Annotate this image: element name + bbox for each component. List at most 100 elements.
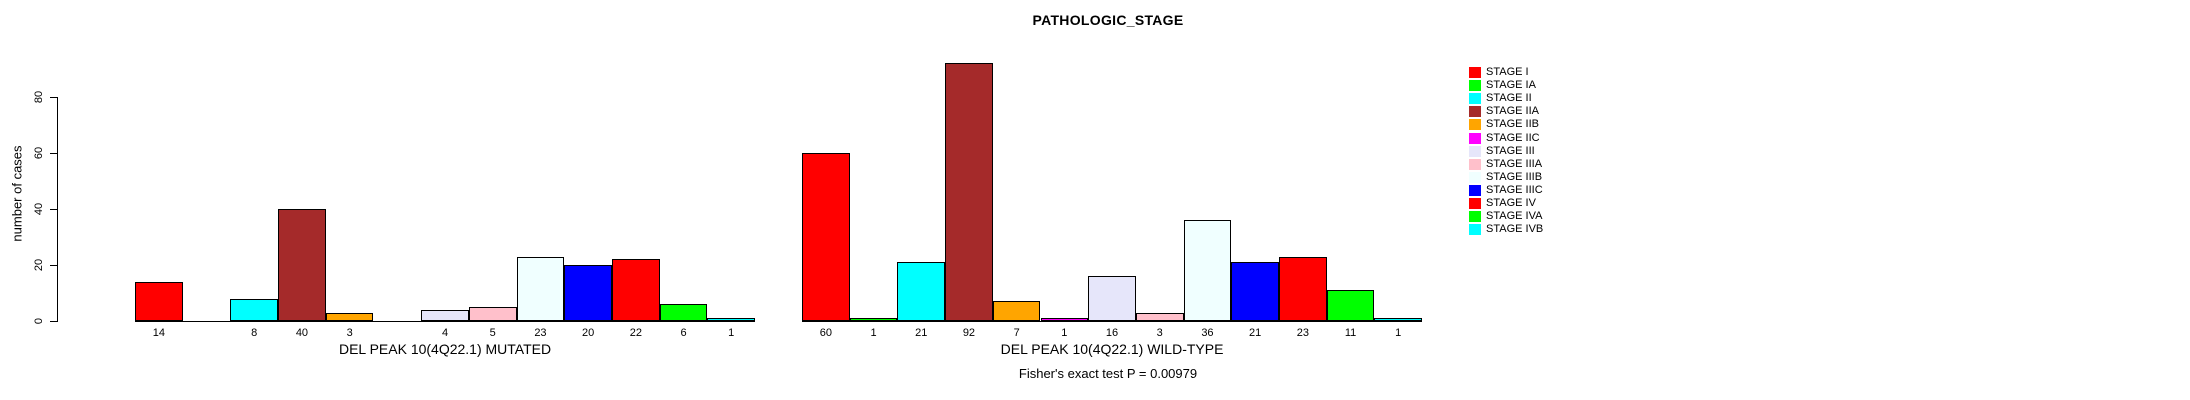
legend-label: STAGE IIIB <box>1486 170 1543 183</box>
legend-item: STAGE III <box>1469 145 1543 158</box>
legend-label: STAGE IIB <box>1486 118 1539 131</box>
bar <box>802 153 850 321</box>
bar-count-label: 21 <box>1249 327 1262 339</box>
legend-item: STAGE I <box>1469 66 1543 79</box>
bar-count-label: 3 <box>346 327 353 339</box>
legend-swatch-icon <box>1469 106 1481 118</box>
bar <box>516 257 565 321</box>
x-axis-baseline <box>135 321 756 322</box>
bar-count-label: 4 <box>441 327 449 339</box>
legend-label: STAGE II <box>1486 92 1532 105</box>
bar-count-label: 6 <box>680 327 687 339</box>
bar-count-label: 36 <box>1201 327 1214 339</box>
legend-swatch-icon <box>1469 184 1481 196</box>
legend-label: STAGE IVA <box>1486 210 1543 223</box>
legend-label: STAGE IIA <box>1486 105 1539 118</box>
bar <box>992 301 1041 321</box>
bar-count-label: 22 <box>629 327 642 339</box>
bar <box>468 307 517 321</box>
bar <box>1279 257 1327 321</box>
legend-swatch-icon <box>1469 158 1481 170</box>
legend-item: STAGE IIB <box>1469 118 1543 131</box>
legend-item: STAGE IV <box>1469 197 1543 210</box>
bar <box>135 282 183 321</box>
y-tick <box>50 209 57 210</box>
legend-swatch-icon <box>1469 224 1481 236</box>
y-tick-label: 20 <box>33 258 45 272</box>
x-axis-group-label: DEL PEAK 10(4Q22.1) WILD-TYPE <box>1000 341 1224 357</box>
legend-item: STAGE IIIA <box>1469 158 1543 171</box>
bar-count-label: 5 <box>489 327 496 339</box>
fisher-test-result: Fisher's exact test P = 0.00979 <box>1018 366 1198 381</box>
bar <box>1326 290 1375 321</box>
bar <box>1135 313 1184 321</box>
legend-item: STAGE IVA <box>1469 210 1543 223</box>
y-tick-label: 0 <box>33 317 45 325</box>
bar-count-label: 60 <box>819 327 832 339</box>
bar-count-label: 92 <box>962 327 976 339</box>
y-tick-label: 80 <box>33 90 45 104</box>
legend: STAGE I STAGE IA STAGE II STAGE IIA STAGE II… <box>1469 66 1543 236</box>
bar <box>659 304 708 321</box>
legend-item: STAGE IIIC <box>1469 184 1543 197</box>
legend-item: STAGE IA <box>1469 79 1543 92</box>
x-axis-baseline <box>802 321 1423 322</box>
bar-count-label: 14 <box>152 327 165 339</box>
bar <box>564 265 612 321</box>
bar-count-label: 40 <box>295 327 309 339</box>
bar-count-label: 1 <box>1395 327 1402 339</box>
bar-count-label: 1 <box>728 327 735 339</box>
y-tick <box>50 153 57 154</box>
bar-count-label: 23 <box>534 327 547 339</box>
legend-swatch-icon <box>1469 80 1481 92</box>
legend-swatch-icon <box>1469 67 1481 79</box>
y-axis-line <box>57 97 58 322</box>
bar <box>421 310 469 321</box>
legend-label: STAGE IA <box>1486 79 1536 92</box>
legend-label: STAGE I <box>1486 66 1529 79</box>
bar-count-label: 23 <box>1296 327 1309 339</box>
bar <box>945 63 993 321</box>
legend-label: STAGE IVB <box>1486 223 1544 236</box>
bar <box>849 318 898 321</box>
legend-label: STAGE IIIA <box>1486 157 1543 170</box>
bar-count-label: 20 <box>582 327 595 339</box>
bar <box>612 259 660 321</box>
bar-count-label: 1 <box>1061 327 1068 339</box>
bar <box>1231 262 1279 321</box>
bar-count-label: 7 <box>1013 327 1020 339</box>
y-tick <box>50 97 57 98</box>
bar <box>1183 220 1232 321</box>
legend-swatch-icon <box>1469 93 1481 105</box>
bar <box>1040 318 1089 321</box>
bar-count-label: 3 <box>1156 327 1163 339</box>
bar-count-label: 8 <box>251 327 258 339</box>
legend-item: STAGE IIIB <box>1469 171 1543 184</box>
legend-item: STAGE IIA <box>1469 105 1543 118</box>
y-tick-label: 60 <box>33 146 45 160</box>
bar <box>897 262 946 321</box>
legend-swatch-icon <box>1469 211 1481 223</box>
legend-swatch-icon <box>1469 119 1481 131</box>
y-tick <box>50 265 57 266</box>
legend-swatch-icon <box>1469 145 1481 157</box>
bar <box>230 299 279 321</box>
bar-count-label: 21 <box>915 327 928 339</box>
legend-swatch-icon <box>1469 132 1481 144</box>
legend-label: STAGE III <box>1486 144 1535 157</box>
chart-title: PATHOLOGIC_STAGE <box>1032 12 1184 28</box>
y-tick <box>50 321 57 322</box>
legend-item: STAGE IVB <box>1469 223 1543 236</box>
bar <box>707 318 756 321</box>
legend-label: STAGE IV <box>1486 196 1536 209</box>
bar <box>325 313 374 321</box>
bar-count-label: 16 <box>1105 327 1119 339</box>
legend-label: STAGE IIC <box>1486 131 1540 144</box>
legend-item: STAGE II <box>1469 92 1543 105</box>
bar <box>1374 318 1423 321</box>
legend-swatch-icon <box>1469 171 1481 183</box>
y-tick-label: 40 <box>33 202 45 216</box>
legend-label: STAGE IIIC <box>1486 183 1543 196</box>
legend-item: STAGE IIC <box>1469 131 1543 144</box>
